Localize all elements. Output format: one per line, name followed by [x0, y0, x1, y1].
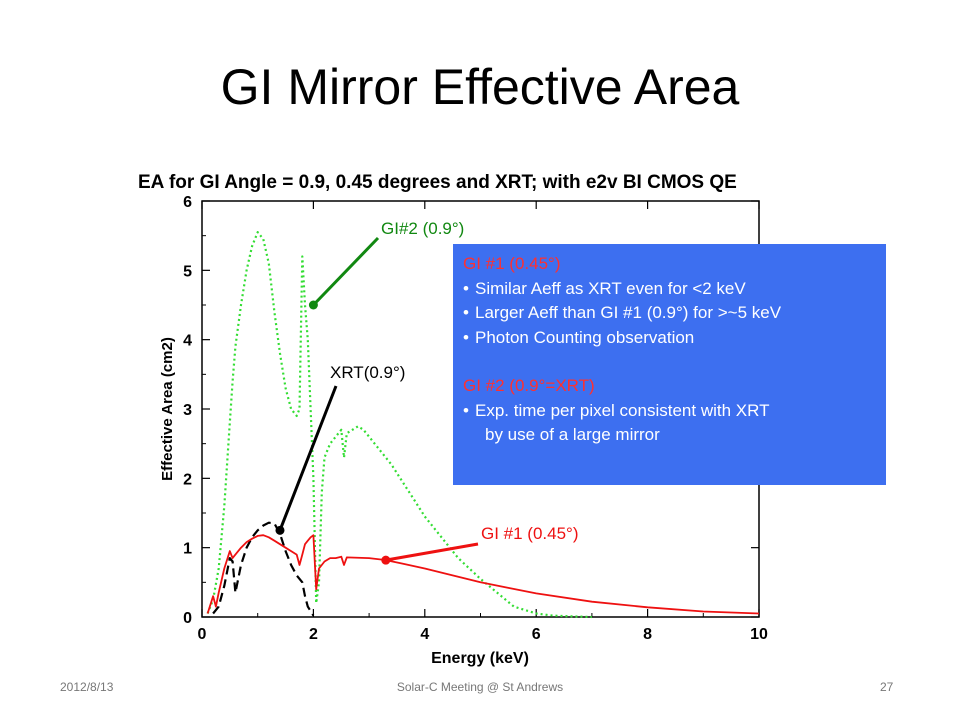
info-list-gi1: Similar Aeff as XRT even for <2 keV Larg…	[463, 277, 876, 351]
xrt-callout-dot	[275, 525, 285, 535]
gi1-callout-line	[385, 542, 479, 562]
x-tick-label: 10	[750, 626, 768, 643]
info-box: GI #1 (0.45°) Similar Aeff as XRT even f…	[453, 244, 886, 485]
footer-date: 2012/8/13	[60, 680, 114, 694]
info-bullet: Larger Aeff than GI #1 (0.9°) for >~5 ke…	[463, 301, 876, 326]
info-list-gi2: Exp. time per pixel consistent with XRT	[463, 399, 876, 424]
y-tick-label: 4	[183, 333, 192, 350]
x-tick-label: 0	[198, 626, 207, 643]
x-tick-label: 4	[420, 626, 429, 643]
y-axis-label: Effective Area (cm2)	[159, 337, 176, 481]
info-bullet-continuation: by use of a large mirror	[485, 425, 660, 444]
gi1-callout-label: GI #1 (0.45°)	[481, 524, 579, 543]
x-tick-label: 2	[309, 626, 318, 643]
y-tick-label: 5	[183, 263, 192, 280]
gi2-callout-line	[312, 236, 380, 307]
series-line-1	[212, 521, 315, 617]
x-axis-label: Energy (keV)	[431, 650, 529, 667]
info-bullet: Similar Aeff as XRT even for <2 keV	[463, 277, 876, 302]
info-bullet: Photon Counting observation	[463, 326, 876, 351]
xrt-callout-label: XRT(0.9°)	[330, 363, 406, 382]
info-heading-gi1: GI #1 (0.45°)	[463, 254, 561, 273]
gi1-callout-dot	[381, 555, 391, 565]
series-line-2	[206, 534, 760, 615]
x-tick-label: 6	[532, 626, 541, 643]
slide-title: GI Mirror Effective Area	[220, 59, 740, 115]
y-tick-label: 2	[183, 471, 192, 488]
xrt-callout-line	[278, 385, 338, 531]
y-tick-label: 0	[183, 610, 192, 627]
page-number: 27	[880, 680, 894, 694]
y-tick-label: 1	[183, 541, 192, 558]
chart-title: EA for GI Angle = 0.9, 0.45 degrees and …	[138, 172, 737, 193]
y-tick-label: 6	[183, 194, 192, 211]
footer-center: Solar-C Meeting @ St Andrews	[396, 680, 564, 694]
info-heading-gi2: GI #2 (0.9°=XRT)	[463, 376, 595, 395]
gi2-callout-dot	[308, 300, 318, 310]
gi2-callout-label: GI#2 (0.9°)	[381, 219, 465, 238]
y-tick-label: 3	[183, 402, 192, 419]
x-tick-label: 8	[643, 626, 652, 643]
info-bullet: Exp. time per pixel consistent with XRT	[463, 399, 876, 424]
